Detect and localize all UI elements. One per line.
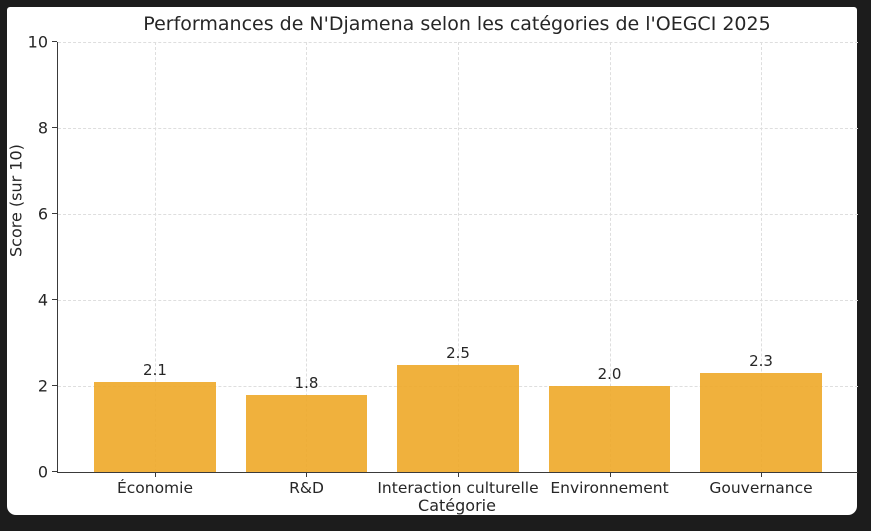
y-tick-label: 6 — [37, 204, 48, 224]
x-tick-mark — [154, 472, 156, 477]
x-tick-label: Gouvernance — [709, 479, 813, 497]
bar — [94, 381, 216, 472]
bar — [700, 373, 822, 472]
y-tick-mark — [51, 299, 57, 301]
y-tick-mark — [51, 385, 57, 387]
x-tick-label: Environnement — [550, 479, 669, 497]
y-tick-label: 8 — [37, 118, 48, 138]
x-gridline — [458, 42, 459, 472]
x-gridline — [154, 42, 156, 472]
x-axis-label: Catégorie — [418, 496, 496, 515]
plot-area: 0 2 4 6 8 10 2.1 Économie 1.8 R&D 2.5 Interaction c… — [28, 33, 858, 497]
x-gridline — [306, 42, 308, 472]
x-tick-mark — [761, 472, 763, 477]
y-tick-mark — [51, 213, 57, 215]
chart-title: Performances de N'Djamena selon les caté… — [143, 13, 771, 35]
bar-value-label: 2.3 — [749, 352, 773, 371]
y-tick-label: 10 — [27, 32, 48, 52]
y-tick-mark — [51, 41, 57, 43]
y-tick-label: 4 — [37, 290, 48, 310]
x-gridline — [609, 42, 611, 472]
bar — [245, 394, 368, 472]
x-tick-mark — [609, 472, 611, 477]
x-tick-mark — [458, 472, 459, 477]
y-tick-label: 2 — [37, 376, 48, 396]
bar-value-label: 2.1 — [143, 360, 167, 379]
y-tick-label: 0 — [37, 462, 48, 482]
bar-value-label: 2.0 — [597, 365, 622, 383]
bar-value-label: 1.8 — [294, 373, 319, 392]
x-tick-label: Économie — [116, 479, 193, 497]
y-tick-mark — [51, 471, 57, 473]
x-tick-mark — [306, 472, 308, 477]
x-tick-label: Interaction culturelle — [377, 479, 539, 497]
x-tick-label: R&D — [289, 479, 324, 497]
y-tick-mark — [51, 127, 57, 129]
x-gridline — [761, 42, 763, 472]
bar — [397, 364, 519, 472]
bar-value-label: 2.5 — [446, 343, 470, 362]
bar — [548, 386, 671, 472]
figure-panel: Performances de N'Djamena selon les caté… — [7, 7, 858, 515]
